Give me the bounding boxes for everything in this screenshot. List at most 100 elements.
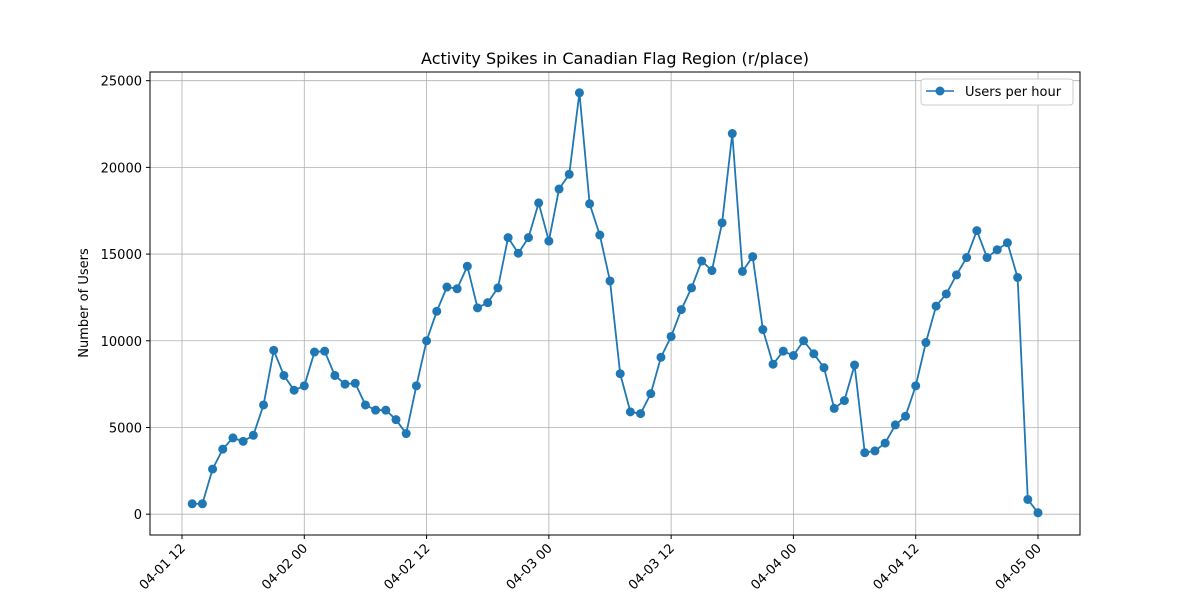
data-point (625, 407, 635, 417)
y-tick-label: 5000 (109, 421, 142, 436)
data-point (982, 253, 992, 263)
data-point (513, 248, 523, 258)
data-point (676, 305, 686, 315)
plot-frame (149, 71, 1081, 536)
data-point (330, 370, 340, 380)
data-point (289, 385, 299, 395)
data-point (493, 283, 503, 293)
data-point (320, 346, 330, 356)
data-point (371, 405, 381, 415)
data-point (839, 396, 849, 406)
data-point (1033, 508, 1043, 518)
data-point (259, 400, 269, 410)
data-point (1002, 238, 1012, 248)
data-point (951, 270, 961, 280)
data-point (727, 129, 737, 139)
data-point (350, 378, 360, 388)
data-point (931, 301, 941, 311)
data-point (452, 284, 462, 294)
data-point (411, 381, 421, 391)
data-point (473, 303, 483, 313)
data-point (880, 438, 890, 448)
data-point (534, 198, 544, 208)
data-point (788, 351, 798, 361)
data-point (422, 336, 432, 346)
legend-marker-swatch (935, 86, 945, 96)
data-point (962, 253, 972, 263)
data-point (269, 345, 279, 355)
data-point (228, 433, 238, 443)
data-point (1013, 272, 1023, 282)
data-point (208, 464, 218, 474)
data-point (401, 429, 411, 439)
data-point (238, 436, 248, 446)
legend-box (920, 78, 1074, 106)
data-point (391, 415, 401, 425)
data-point (554, 184, 564, 194)
y-tick-label: 25000 (101, 75, 142, 90)
data-point (340, 379, 350, 389)
data-point (890, 420, 900, 430)
data-point (299, 381, 309, 391)
data-point (381, 405, 391, 415)
y-tick-label: 20000 (101, 161, 142, 176)
data-point (921, 338, 931, 348)
y-axis-label: Number of Users (77, 248, 92, 358)
data-point (462, 261, 472, 271)
data-point (829, 403, 839, 413)
data-point (309, 347, 319, 357)
data-point (656, 352, 666, 362)
chart-title: Activity Spikes in Canadian Flag Region … (421, 49, 809, 68)
data-point (758, 325, 768, 335)
series-users-per-hour (187, 88, 1043, 518)
data-point (819, 363, 829, 373)
data-point (605, 276, 615, 286)
grid (150, 72, 1080, 535)
data-point (523, 233, 533, 243)
data-point (574, 88, 584, 98)
data-point (911, 381, 921, 391)
data-point (901, 411, 911, 421)
data-point (972, 226, 982, 236)
data-point (636, 409, 646, 419)
data-point (870, 446, 880, 456)
data-point (799, 336, 809, 346)
data-point (585, 199, 595, 209)
y-tick-label: 0 (134, 508, 142, 523)
data-point (279, 370, 289, 380)
data-point (992, 245, 1002, 255)
data-point (941, 289, 951, 299)
y-tick-label: 15000 (101, 248, 142, 263)
data-point (595, 230, 605, 240)
data-point (768, 359, 778, 369)
data-point (717, 218, 727, 228)
data-point (778, 346, 788, 356)
data-point (503, 233, 513, 243)
data-point (432, 306, 442, 316)
data-point (697, 256, 707, 266)
legend: Users per hour (920, 78, 1074, 106)
data-point (544, 236, 554, 246)
data-point (1023, 494, 1033, 504)
data-point (707, 266, 717, 276)
y-tick-label: 10000 (101, 335, 142, 350)
data-point (564, 169, 574, 179)
data-point (737, 266, 747, 276)
data-point (187, 499, 197, 509)
data-point (748, 252, 758, 262)
data-point (197, 499, 207, 509)
y-axis-ticks: 0 5000 10000 15000 20000 25000 (101, 75, 150, 523)
data-point (360, 400, 370, 410)
legend-label: Users per hour (965, 85, 1062, 100)
data-point (860, 448, 870, 458)
data-point (666, 331, 676, 341)
data-point (809, 349, 819, 359)
data-point (248, 430, 258, 440)
data-point (218, 444, 228, 454)
data-point (483, 298, 493, 308)
data-point (850, 360, 860, 370)
data-point (615, 369, 625, 379)
data-point (442, 282, 452, 292)
data-point (646, 389, 656, 399)
